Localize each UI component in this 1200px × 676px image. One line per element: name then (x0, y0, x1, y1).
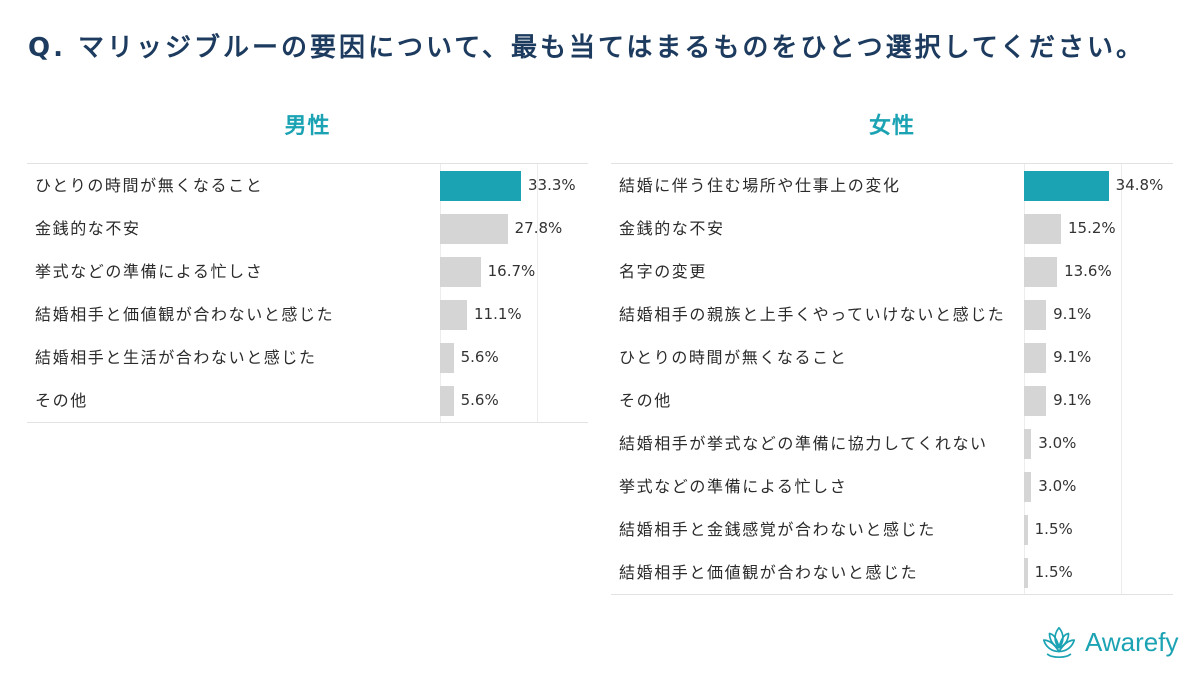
bar (440, 342, 454, 373)
bar (440, 299, 467, 330)
panel-heading-female: 女性 (868, 114, 915, 139)
category-label: その他 (619, 391, 672, 410)
category-label: 結婚相手と金銭感覚が合わないと感じた (619, 520, 936, 539)
chart-panel-male: 男性 ひとりの時間が無くなること 33.3% 金銭的な不安 27.8% 挙式などの準備に… (27, 0, 588, 610)
value-label: 16.7% (487, 262, 536, 280)
bar-chart-rows: ひとりの時間が無くなること 33.3% 金銭的な不安 27.8% 挙式などの準備による忙… (27, 163, 588, 423)
value-label: 27.8% (514, 219, 563, 237)
bar-row: 結婚相手の親族と上手くやっていけないと感じた 9.1% (611, 293, 1173, 336)
brand-logo: Awarefy (1040, 621, 1190, 663)
bar-row: その他 5.6% (27, 379, 588, 422)
category-label: 結婚相手と生活が合わないと感じた (35, 348, 317, 367)
brand-name: Awarefy (1085, 627, 1179, 657)
bar-row: 結婚に伴う住む場所や仕事上の変化 34.8% (611, 164, 1173, 207)
gridline (1024, 164, 1025, 594)
category-label: その他 (35, 391, 88, 410)
value-label: 3.0% (1038, 434, 1077, 452)
category-label: ひとりの時間が無くなること (619, 348, 848, 367)
bar (1024, 342, 1047, 373)
lotus-icon (1042, 626, 1076, 659)
value-label: 15.2% (1067, 219, 1116, 237)
value-label: 5.6% (460, 391, 499, 409)
value-label: 1.5% (1034, 520, 1073, 538)
category-label: 結婚相手の親族と上手くやっていけないと感じた (619, 305, 1006, 324)
category-label: 結婚に伴う住む場所や仕事上の変化 (619, 176, 901, 195)
value-label: 11.1% (474, 305, 522, 323)
gridline (537, 164, 539, 422)
bar-highlighted (1024, 170, 1109, 201)
category-label: 金銭的な不安 (619, 219, 725, 238)
category-label: 結婚相手が挙式などの準備に協力してくれない (619, 434, 988, 453)
bar (440, 256, 481, 287)
value-label: 5.6% (460, 348, 499, 366)
value-label: 9.1% (1053, 348, 1092, 366)
bar-row: ひとりの時間が無くなること 33.3% (27, 164, 588, 207)
value-label: 33.3% (528, 176, 576, 194)
category-label: 挙式などの準備による忙しさ (619, 477, 848, 496)
value-label: 3.0% (1038, 477, 1077, 495)
bar (1024, 514, 1028, 545)
bar-row: 挙式などの準備による忙しさ 16.7% (27, 250, 588, 293)
bar (440, 385, 454, 416)
bar-row: 結婚相手と価値観が合わないと感じた 1.5% (611, 551, 1173, 594)
bar-chart-rows: 結婚に伴う住む場所や仕事上の変化 34.8% 金銭的な不安 15.2% 名字の変更 13.… (611, 163, 1173, 595)
gridline (1121, 164, 1123, 594)
panel-heading-male: 男性 (284, 114, 331, 139)
category-label: 名字の変更 (619, 262, 708, 281)
value-label: 9.1% (1053, 305, 1092, 323)
chart-panel-female: 女性 結婚に伴う住む場所や仕事上の変化 34.8% 金銭的な不安 15.2% 名字の変更… (611, 0, 1173, 610)
bar (1024, 428, 1032, 459)
bar-row: 金銭的な不安 15.2% (611, 207, 1173, 250)
bar-row: 金銭的な不安 27.8% (27, 207, 588, 250)
value-label: 13.6% (1064, 262, 1112, 280)
gridline (440, 164, 441, 422)
category-label: 金銭的な不安 (35, 219, 141, 238)
value-label: 9.1% (1053, 391, 1092, 409)
bar-row: 結婚相手と金銭感覚が合わないと感じた 1.5% (611, 508, 1173, 551)
bar (1024, 299, 1047, 330)
bar-row: ひとりの時間が無くなること 9.1% (611, 336, 1173, 379)
bar (1024, 213, 1061, 244)
bar (1024, 256, 1058, 287)
bar (440, 213, 508, 244)
value-label: 34.8% (1115, 176, 1164, 194)
question-title: Q. マリッジブルーの要因について、最も当てはまるものをひとつ選択してください。 (28, 33, 1146, 63)
bar-highlighted (440, 170, 522, 201)
bar-row: 結婚相手と生活が合わないと感じた 5.6% (27, 336, 588, 379)
bar-row: 挙式などの準備による忙しさ 3.0% (611, 465, 1173, 508)
bar (1024, 385, 1047, 416)
value-label: 1.5% (1034, 563, 1073, 581)
bar-row: 名字の変更 13.6% (611, 250, 1173, 293)
bar-row: その他 9.1% (611, 379, 1173, 422)
category-label: ひとりの時間が無くなること (35, 176, 264, 195)
category-label: 挙式などの準備による忙しさ (35, 262, 264, 281)
bar (1024, 557, 1028, 588)
bar-row: 結婚相手と価値観が合わないと感じた 11.1% (27, 293, 588, 336)
category-label: 結婚相手と価値観が合わないと感じた (35, 305, 335, 324)
category-label: 結婚相手と価値観が合わないと感じた (619, 563, 919, 582)
bar (1024, 471, 1032, 502)
bar-row: 結婚相手が挙式などの準備に協力してくれない 3.0% (611, 422, 1173, 465)
